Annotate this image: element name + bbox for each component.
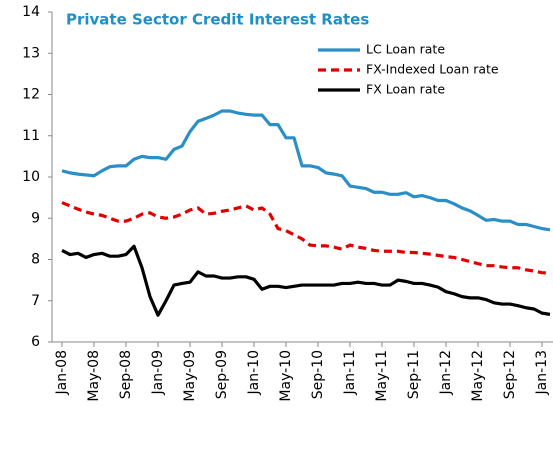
series-line [61,244,551,317]
x-tick-label: May-09 [182,350,198,402]
x-tick-label: May-08 [86,350,102,402]
x-tick-label: Jan-12 [438,350,454,395]
series-line [61,201,551,275]
chart-title: Private Sector Credit Interest Rates [66,11,369,29]
x-tick-label: May-12 [470,350,486,402]
y-tick-label: 13 [22,45,40,61]
y-tick-label: 8 [31,252,40,268]
x-tick-label: May-11 [374,350,390,402]
y-tick-label: 9 [31,210,40,226]
legend-label: FX Loan rate [366,82,445,97]
y-tick-label: 14 [22,4,40,20]
x-tick-label: Jan-13 [534,350,550,395]
legend-label: FX-Indexed Loan rate [366,62,499,77]
x-tick-label: Sep-10 [310,350,326,399]
x-tick-label: Jan-09 [150,350,166,395]
x-tick-label: Sep-12 [502,350,518,399]
y-tick-label: 12 [22,87,40,103]
x-tick-label: Jan-08 [54,350,70,395]
x-tick-label: May-10 [278,350,294,402]
x-tick-label: Sep-08 [118,350,134,399]
series-line [61,109,551,232]
y-tick-label: 7 [31,293,40,309]
x-tick-label: Sep-11 [406,350,422,399]
x-tick-label: Jan-11 [342,350,358,395]
x-tick-label: Sep-09 [214,350,230,399]
y-tick-label: 6 [31,334,40,350]
y-tick-label: 11 [22,128,40,144]
x-tick-label: Jan-10 [246,350,262,395]
legend-label: LC Loan rate [366,42,445,57]
y-tick-label: 10 [22,169,40,185]
